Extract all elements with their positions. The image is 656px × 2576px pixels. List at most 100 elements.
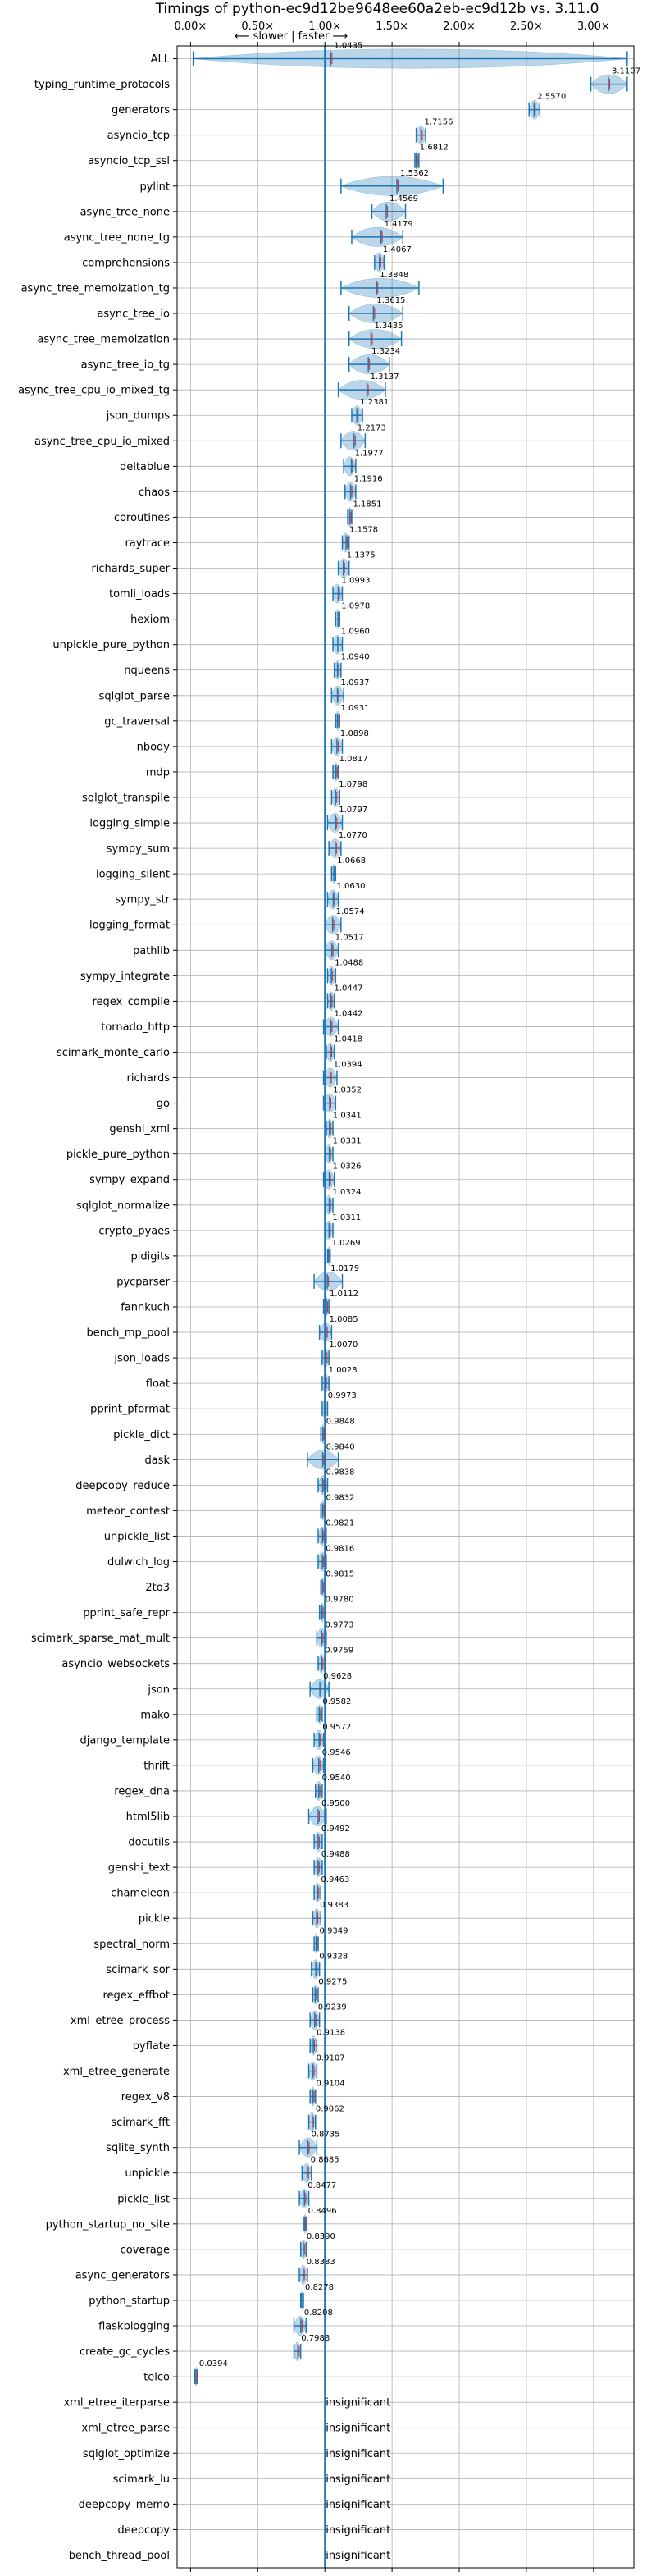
category-label: async_tree_cpu_io_mixed bbox=[34, 436, 170, 448]
category-label: async_tree_cpu_io_mixed_tg bbox=[18, 385, 170, 397]
category-label: deltablue bbox=[120, 461, 170, 473]
value-label: 0.9838 bbox=[326, 1468, 355, 1477]
value-label: 1.0326 bbox=[333, 1162, 362, 1172]
category-label: logging_simple bbox=[89, 818, 170, 830]
category-label: telco bbox=[144, 2372, 170, 2384]
value-label: 0.9973 bbox=[328, 1391, 357, 1400]
category-label: pickle bbox=[139, 1913, 170, 1925]
value-label: 1.0341 bbox=[333, 1112, 362, 1121]
value-label: 1.1578 bbox=[349, 525, 378, 534]
category-label: html5lib bbox=[126, 1811, 170, 1824]
category-label: pidigits bbox=[131, 1250, 171, 1263]
value-label: 0.8390 bbox=[307, 2232, 335, 2241]
category-label: pickle_pure_python bbox=[66, 1149, 170, 1161]
category-label: sympy_sum bbox=[107, 843, 170, 856]
violin-marks: 1.04353.11072.55701.71561.68121.53621.45… bbox=[192, 42, 640, 2568]
category-label: regex_v8 bbox=[121, 2091, 170, 2103]
category-label: json bbox=[147, 1683, 170, 1696]
category-label: pylint bbox=[139, 180, 170, 193]
category-label: pprint_pformat bbox=[90, 1404, 170, 1416]
category-label: coroutines bbox=[114, 512, 170, 524]
value-label: 1.0937 bbox=[341, 678, 370, 687]
category-label: python_startup_no_site bbox=[46, 2218, 170, 2231]
category-label: tornado_http bbox=[101, 1021, 170, 1034]
value-label: 0.9759 bbox=[325, 1647, 353, 1656]
category-label: dask bbox=[144, 1455, 170, 1467]
value-label: 0.8383 bbox=[307, 2258, 335, 2267]
value-label: 1.0070 bbox=[329, 1341, 358, 1350]
value-label: 0.9328 bbox=[319, 1952, 348, 1961]
value-label: 1.0898 bbox=[340, 729, 369, 738]
category-label: generators bbox=[112, 104, 170, 116]
category-label: asyncio_websockets bbox=[61, 1658, 170, 1670]
value-label: 1.1851 bbox=[353, 500, 382, 509]
value-label: 0.9500 bbox=[321, 1799, 350, 1808]
category-label: regex_effbot bbox=[102, 1989, 170, 2002]
category-label: logging_silent bbox=[96, 869, 170, 881]
x-axis-top: 0.00× 0.50× 1.00× 1.50× 2.00× 2.50× 3.00× bbox=[174, 21, 610, 46]
category-label: async_tree_memoization_tg bbox=[21, 282, 170, 295]
category-label: pickle_dict bbox=[113, 1429, 170, 1441]
category-label: richards bbox=[127, 1072, 171, 1085]
category-label: unpickle_list bbox=[104, 1531, 170, 1543]
category-label: hexiom bbox=[130, 614, 170, 626]
category-label: crypto_pyaes bbox=[98, 1225, 170, 1237]
category-label: bench_thread_pool bbox=[69, 2550, 170, 2562]
category-label: chaos bbox=[139, 486, 170, 499]
value-label: 1.0630 bbox=[337, 882, 366, 891]
category-label: sqlglot_parse bbox=[99, 690, 170, 702]
category-label: sqlglot_optimize bbox=[83, 2448, 170, 2460]
category-label: scimark_monte_carlo bbox=[57, 1047, 170, 1059]
value-label: 0.9349 bbox=[320, 1926, 348, 1935]
x-tick-label: 0.00× bbox=[174, 21, 207, 33]
value-label: 1.0179 bbox=[330, 1264, 359, 1273]
value-label: 0.9104 bbox=[317, 2080, 345, 2089]
category-label: thrift bbox=[144, 1760, 170, 1772]
value-label: 0.9572 bbox=[322, 1723, 351, 1732]
value-label: 0.9773 bbox=[325, 1621, 353, 1630]
value-label: 0.8735 bbox=[311, 2131, 339, 2140]
category-label: float bbox=[146, 1378, 170, 1391]
value-label: 1.3234 bbox=[371, 347, 400, 356]
value-label: 1.0418 bbox=[334, 1035, 362, 1044]
value-label: 1.4179 bbox=[385, 220, 413, 229]
value-label: 1.2173 bbox=[358, 423, 386, 432]
category-label: asyncio_tcp bbox=[107, 130, 170, 142]
category-label: pprint_safe_repr bbox=[83, 1607, 170, 1619]
category-label: xml_etree_parse bbox=[82, 2423, 170, 2435]
category-label: comprehensions bbox=[82, 257, 170, 269]
value-label: 1.4067 bbox=[383, 245, 412, 254]
category-label: json_dumps bbox=[106, 410, 170, 422]
value-label: 1.0817 bbox=[339, 755, 368, 764]
category-label: raytrace bbox=[125, 537, 170, 550]
value-label: 0.9546 bbox=[322, 1748, 351, 1757]
category-label: mako bbox=[140, 1709, 170, 1721]
category-label: async_tree_none_tg bbox=[64, 231, 170, 244]
value-label: 0.9832 bbox=[326, 1493, 354, 1502]
x-axis-bottom bbox=[189, 2568, 594, 2572]
x-tick-label: 2.00× bbox=[443, 21, 476, 33]
value-label: 1.0311 bbox=[332, 1213, 361, 1222]
value-label: 1.3435 bbox=[374, 322, 403, 331]
value-label: 0.9492 bbox=[321, 1825, 350, 1834]
category-label: chameleon bbox=[111, 1888, 170, 1900]
category-label: logging_format bbox=[89, 920, 170, 932]
value-label: 1.3615 bbox=[376, 296, 405, 305]
value-label: 1.0517 bbox=[335, 933, 364, 942]
category-label: unpickle bbox=[125, 2167, 170, 2180]
category-label: spectral_norm bbox=[93, 1939, 170, 1951]
value-label: 1.0028 bbox=[329, 1366, 358, 1375]
category-label: json_loads bbox=[113, 1353, 170, 1365]
category-label: pathlib bbox=[133, 945, 170, 957]
insignificant-label: insignificant bbox=[326, 2448, 390, 2460]
value-label: 0.9815 bbox=[326, 1570, 354, 1579]
category-label: regex_compile bbox=[92, 996, 170, 1008]
category-label: bench_mp_pool bbox=[86, 1327, 170, 1340]
x-tick-label: 1.00× bbox=[308, 21, 341, 33]
insignificant-label: insignificant bbox=[326, 2550, 390, 2562]
category-label: flaskblogging bbox=[98, 2321, 170, 2333]
value-label: 0.9848 bbox=[326, 1417, 355, 1426]
value-label: 1.5362 bbox=[400, 169, 429, 178]
category-label: sympy_expand bbox=[89, 1174, 170, 1186]
